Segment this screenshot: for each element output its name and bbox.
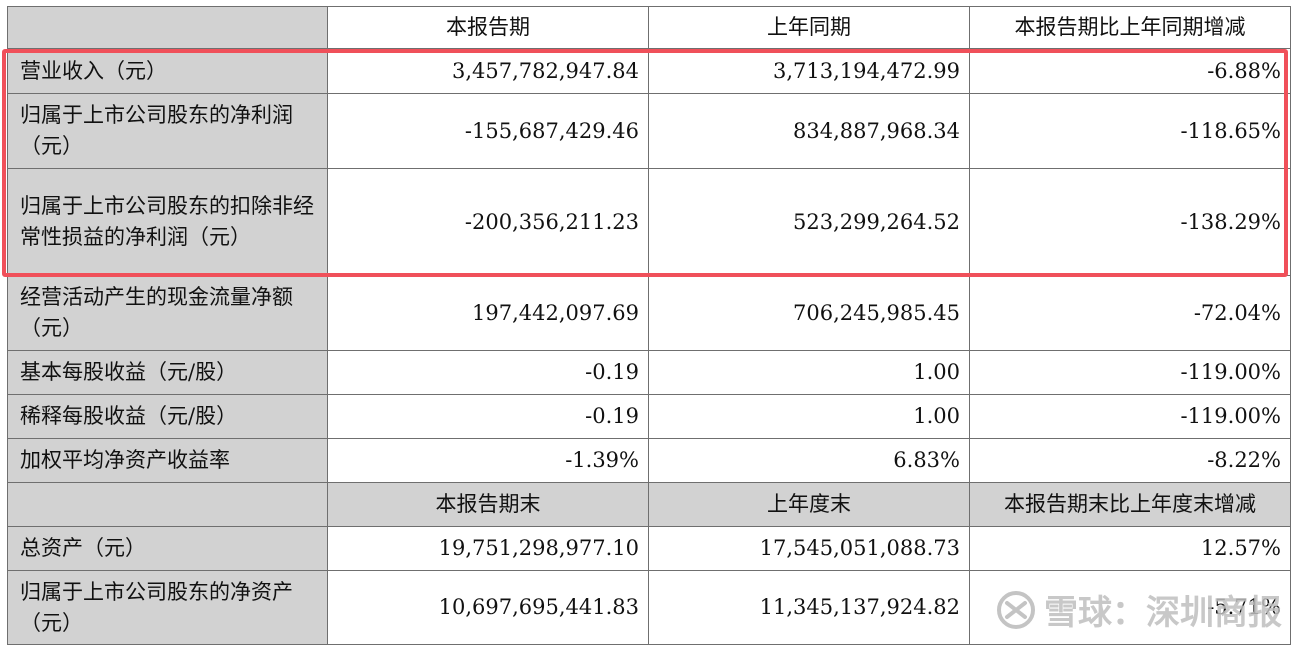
value-cell: 523,299,264.52 bbox=[648, 168, 970, 276]
value-cell: -119.00% bbox=[969, 394, 1291, 439]
row-label: 归属于上市公司股东的净利润（元） bbox=[7, 93, 328, 169]
value-cell: 3,457,782,947.84 bbox=[327, 48, 649, 94]
header-cell: 上年同期 bbox=[648, 6, 970, 49]
value-cell: -8.22% bbox=[969, 438, 1291, 483]
value-cell: 10,697,695,441.83 bbox=[327, 570, 649, 645]
table-row: 稀释每股收益（元/股） -0.19 1.00 -119.00% bbox=[7, 394, 1291, 439]
row-label: 营业收入（元） bbox=[7, 48, 328, 94]
value-cell: 1.00 bbox=[648, 394, 970, 439]
table-row: 总资产（元） 19,751,298,977.10 17,545,051,088.… bbox=[7, 526, 1291, 571]
value-cell: 11,345,137,924.82 bbox=[648, 570, 970, 645]
subheader-cell: 本报告期末比上年度末增减 bbox=[969, 482, 1291, 527]
table-row: 经营活动产生的现金流量净额（元） 197,442,097.69 706,245,… bbox=[7, 275, 1291, 351]
value-cell: -138.29% bbox=[969, 168, 1291, 276]
value-cell: 3,713,194,472.99 bbox=[648, 48, 970, 94]
header-cell: 本报告期比上年同期增减 bbox=[969, 6, 1291, 49]
row-label: 归属于上市公司股东的净资产（元） bbox=[7, 570, 328, 645]
subheader-cell: 本报告期末 bbox=[327, 482, 649, 527]
value-cell: -5.71% bbox=[969, 570, 1291, 645]
table-row: 归属于上市公司股东的净利润（元） -155,687,429.46 834,887… bbox=[7, 93, 1291, 169]
row-label: 归属于上市公司股东的扣除非经常性损益的净利润（元） bbox=[7, 168, 328, 276]
row-label: 稀释每股收益（元/股） bbox=[7, 394, 328, 439]
value-cell: 197,442,097.69 bbox=[327, 275, 649, 351]
subheader-corner-cell bbox=[7, 482, 328, 527]
value-cell: -1.39% bbox=[327, 438, 649, 483]
header-row: 本报告期 上年同期 本报告期比上年同期增减 bbox=[7, 6, 1291, 49]
value-cell: -0.19 bbox=[327, 394, 649, 439]
row-label: 基本每股收益（元/股） bbox=[7, 350, 328, 395]
value-cell: 834,887,968.34 bbox=[648, 93, 970, 169]
value-cell: 19,751,298,977.10 bbox=[327, 526, 649, 571]
value-cell: 6.83% bbox=[648, 438, 970, 483]
value-cell: -72.04% bbox=[969, 275, 1291, 351]
value-cell: -0.19 bbox=[327, 350, 649, 395]
row-label: 加权平均净资产收益率 bbox=[7, 438, 328, 483]
value-cell: -118.65% bbox=[969, 93, 1291, 169]
subheader-row: 本报告期末 上年度末 本报告期末比上年度末增减 bbox=[7, 482, 1291, 527]
value-cell: 1.00 bbox=[648, 350, 970, 395]
subheader-cell: 上年度末 bbox=[648, 482, 970, 527]
header-corner-cell bbox=[7, 6, 328, 49]
value-cell: -200,356,211.23 bbox=[327, 168, 649, 276]
row-label: 经营活动产生的现金流量净额（元） bbox=[7, 275, 328, 351]
header-cell: 本报告期 bbox=[327, 6, 649, 49]
table-row: 加权平均净资产收益率 -1.39% 6.83% -8.22% bbox=[7, 438, 1291, 483]
value-cell: -155,687,429.46 bbox=[327, 93, 649, 169]
table-row: 归属于上市公司股东的扣除非经常性损益的净利润（元） -200,356,211.2… bbox=[7, 168, 1291, 276]
value-cell: 12.57% bbox=[969, 526, 1291, 571]
value-cell: 706,245,985.45 bbox=[648, 275, 970, 351]
table-row: 基本每股收益（元/股） -0.19 1.00 -119.00% bbox=[7, 350, 1291, 395]
value-cell: -6.88% bbox=[969, 48, 1291, 94]
value-cell: 17,545,051,088.73 bbox=[648, 526, 970, 571]
financial-data-table: 本报告期 上年同期 本报告期比上年同期增减 营业收入（元） 3,457,782,… bbox=[7, 6, 1291, 645]
row-label: 总资产（元） bbox=[7, 526, 328, 571]
value-cell: -119.00% bbox=[969, 350, 1291, 395]
table-row: 营业收入（元） 3,457,782,947.84 3,713,194,472.9… bbox=[7, 48, 1291, 94]
table-row: 归属于上市公司股东的净资产（元） 10,697,695,441.83 11,34… bbox=[7, 570, 1291, 645]
